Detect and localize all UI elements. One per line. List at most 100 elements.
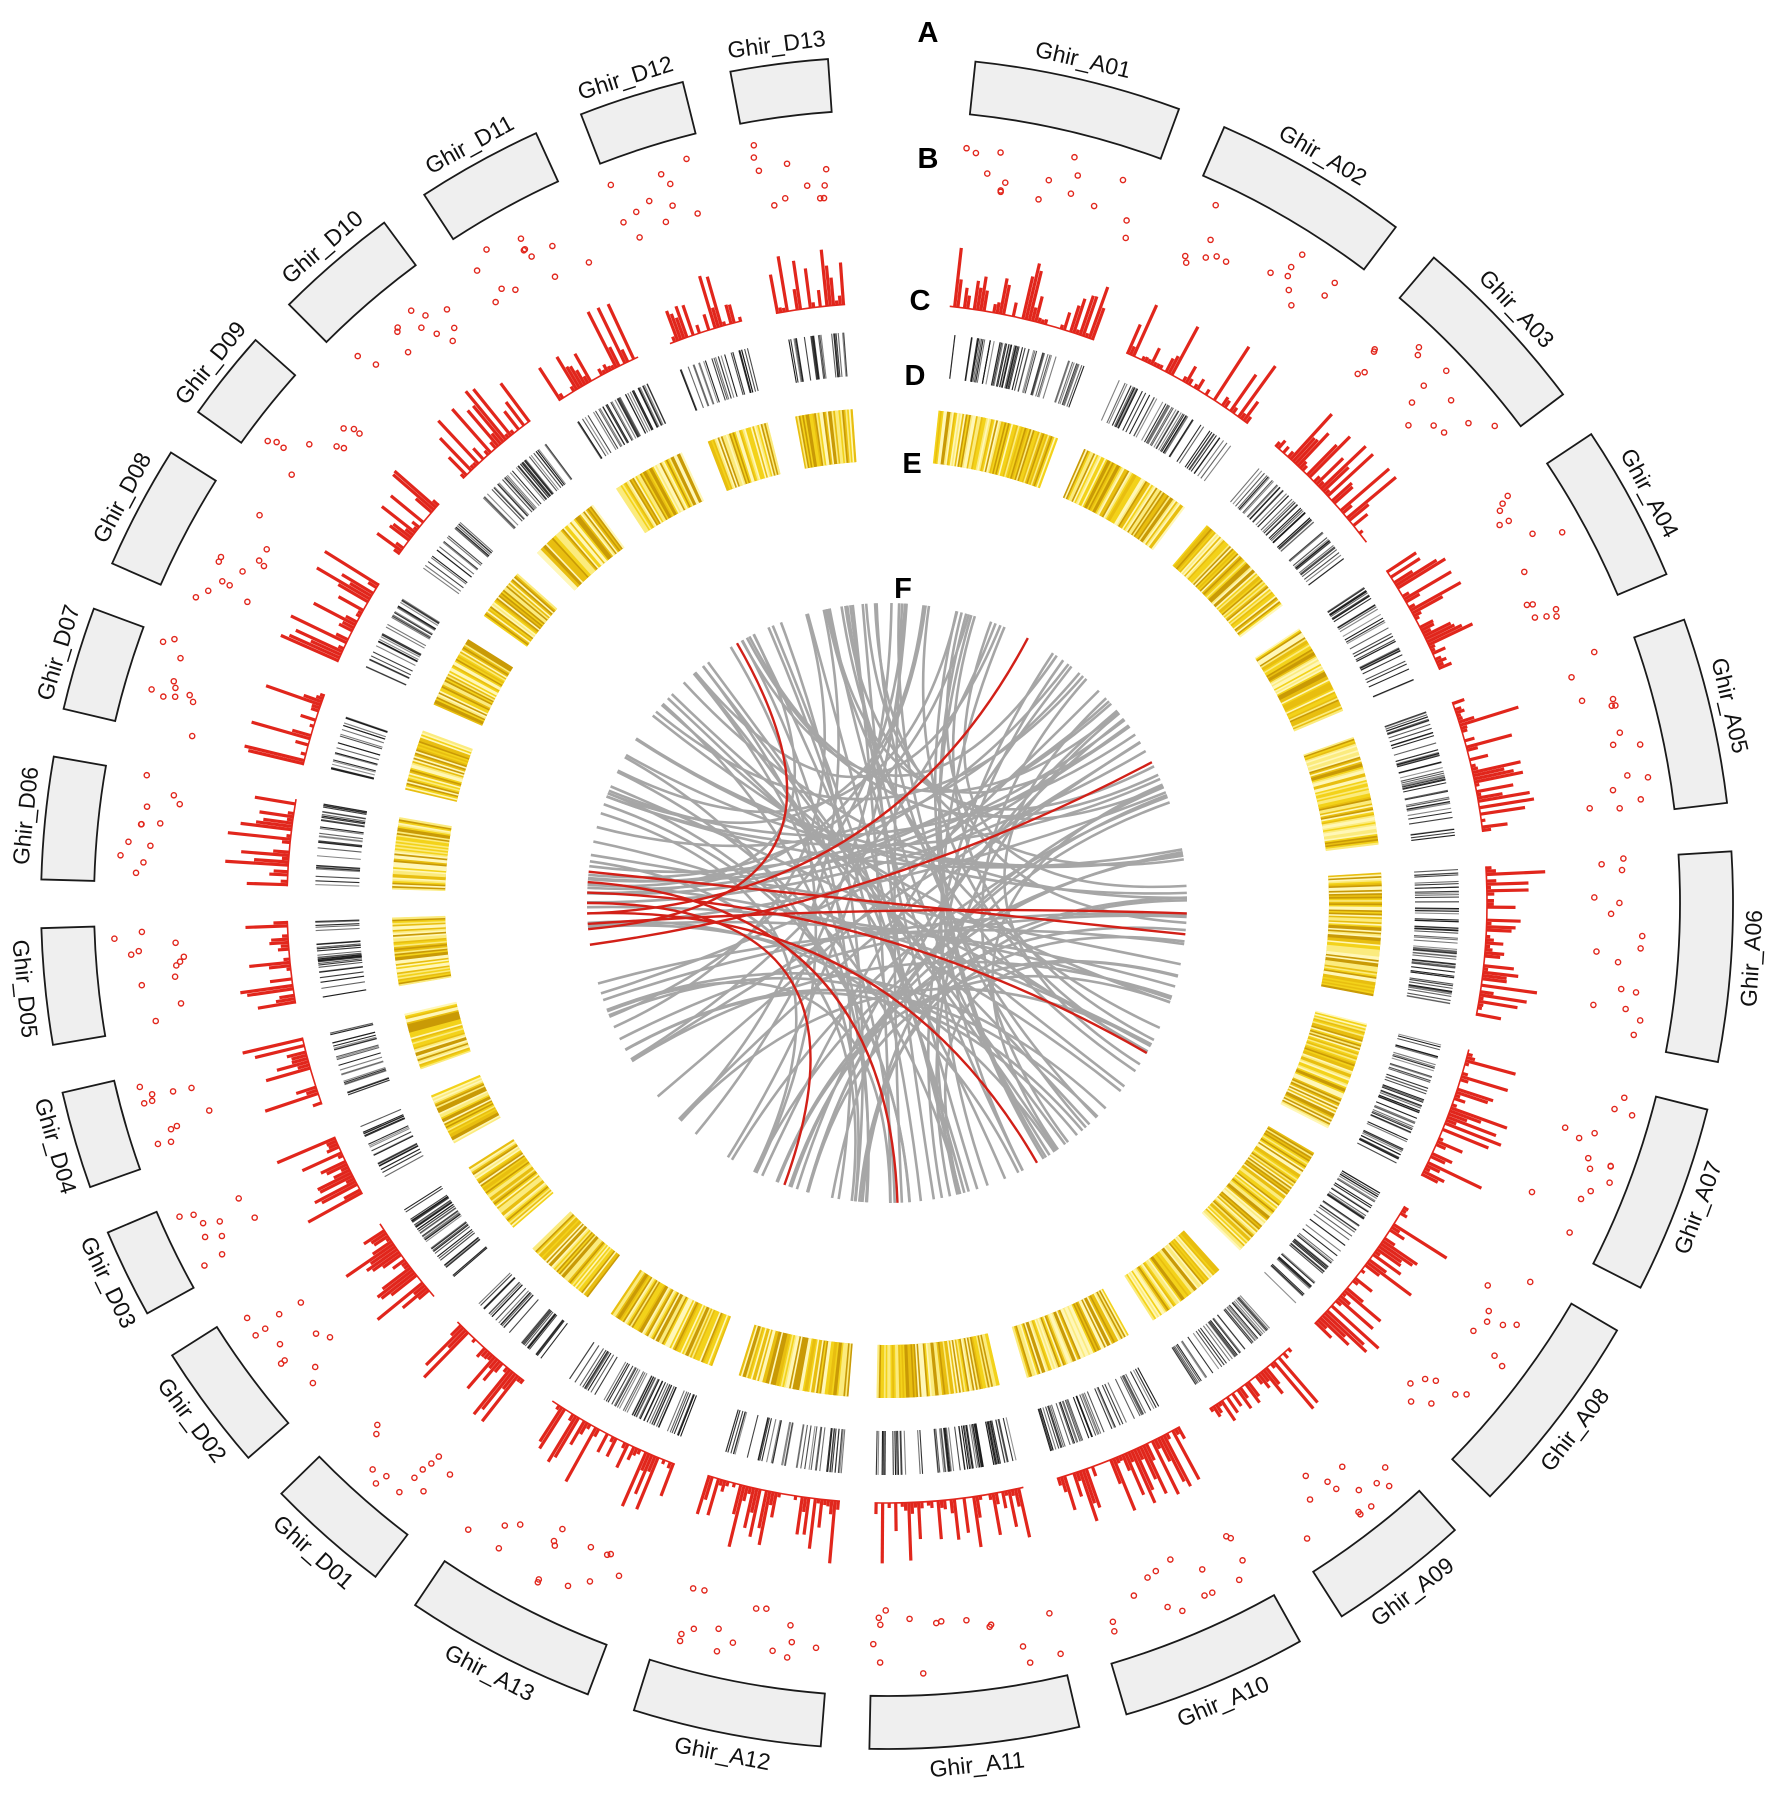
heatmap-stripe	[1265, 647, 1313, 677]
snp-point	[821, 182, 828, 189]
gene-density-tick	[343, 722, 387, 738]
gene-density-tick	[368, 1125, 409, 1145]
histogram-bar	[355, 612, 361, 618]
heatmap-stripe	[844, 1343, 852, 1397]
gene-density-tick	[1086, 1391, 1105, 1433]
histogram-bar	[283, 957, 290, 962]
heatmap-stripe	[1147, 1258, 1181, 1303]
heatmap-stripe	[477, 1150, 523, 1183]
gene-density-tick	[577, 421, 602, 460]
histogram-bar	[264, 1091, 319, 1113]
heatmap-stripe	[949, 413, 960, 466]
histogram-bar	[437, 419, 480, 465]
heatmap-stripe	[409, 768, 462, 786]
heatmap-stripe	[967, 416, 980, 469]
heatmap-stripe	[415, 750, 467, 769]
heatmap-stripe	[632, 477, 662, 525]
heatmap-stripe	[1027, 1321, 1048, 1373]
gene-density-tick	[973, 1423, 982, 1468]
histogram-bar	[586, 311, 618, 369]
heatmap-stripe	[978, 418, 992, 472]
heatmap-stripe	[995, 423, 1011, 475]
gene-density-tick	[974, 1423, 984, 1468]
snp-point	[997, 149, 1004, 156]
histogram-bar	[1434, 655, 1442, 661]
snp-point	[171, 635, 178, 643]
histogram-bar	[737, 316, 743, 322]
gene-density-tick	[380, 1148, 421, 1171]
heatmap-stripe	[1324, 963, 1378, 973]
heatmap-stripe	[935, 1342, 944, 1395]
heatmap-stripe	[710, 439, 732, 490]
snp-point	[1630, 1031, 1638, 1039]
gene-density-tick	[524, 1311, 554, 1347]
heatmap-stripe	[1266, 1127, 1314, 1157]
heatmap-stripe	[392, 882, 446, 887]
heatmap-stripe	[1033, 1319, 1054, 1370]
snp-point	[1123, 217, 1130, 224]
heatmap-stripe	[1264, 645, 1312, 676]
histogram-bar	[280, 944, 289, 948]
snp-point	[1179, 1607, 1186, 1615]
heatmap-stripe	[1125, 1273, 1157, 1320]
heatmap-stripe	[954, 413, 965, 467]
gene-density-tick	[1413, 936, 1458, 941]
heatmap-stripe	[706, 1314, 729, 1365]
gene-density-tick	[796, 1424, 805, 1468]
gene-density-tick	[969, 1424, 978, 1469]
heatmap-stripe	[665, 459, 692, 508]
heatmap-stripe	[1228, 1181, 1272, 1217]
heatmap-stripe	[433, 1080, 484, 1104]
heatmap-stripe	[1306, 748, 1358, 767]
histogram-bar	[836, 1500, 840, 1510]
histogram-bar	[240, 821, 292, 832]
gene-density-tick	[1412, 951, 1457, 957]
heatmap-stripe	[623, 1277, 654, 1324]
gene-density-tick	[788, 339, 797, 383]
histogram-bar	[328, 1142, 339, 1150]
gene-density-tick	[590, 1354, 615, 1393]
gene-density-tick	[1298, 544, 1334, 574]
heatmap-stripe	[1046, 1314, 1069, 1365]
synteny-link	[606, 981, 892, 1203]
gene-density-tick	[1395, 749, 1439, 763]
gene-density-tick	[843, 332, 848, 377]
gene-density-tick	[333, 759, 376, 772]
heatmap-stripe	[508, 1187, 551, 1224]
heatmap-stripe	[442, 683, 491, 710]
snp-point	[1611, 1105, 1618, 1113]
heatmap-stripe	[981, 1334, 995, 1387]
gene-density-tick	[423, 1212, 460, 1239]
heatmap-stripe	[1172, 525, 1209, 567]
gene-density-tick	[319, 832, 363, 840]
heatmap-stripe	[647, 468, 675, 517]
histogram-bar	[475, 1347, 486, 1358]
histogram-bar	[326, 1145, 340, 1154]
histogram-bar	[1174, 1428, 1180, 1436]
histogram-bar	[1324, 488, 1331, 495]
heatmap-stripe	[416, 1039, 468, 1058]
heatmap-stripe	[1325, 842, 1379, 852]
snp-point	[788, 1638, 796, 1646]
gene-density-tick	[364, 1117, 405, 1137]
gene-density-tick	[384, 1155, 424, 1178]
histogram-bar	[1072, 298, 1087, 334]
histogram-bar	[286, 1050, 307, 1059]
heatmap-stripe	[1182, 1230, 1220, 1272]
histogram-bar	[310, 639, 342, 657]
gene-density-tick	[540, 1322, 568, 1359]
gene-density-tick	[1233, 1300, 1264, 1335]
gene-density-tick	[377, 641, 418, 663]
heatmap-stripe	[1260, 638, 1307, 669]
gene-density-tick	[1187, 1336, 1214, 1374]
snp-point	[1381, 1464, 1389, 1471]
histogram-bar	[1459, 1078, 1469, 1084]
gene-density-tick	[653, 1384, 673, 1426]
heatmap-stripe	[1015, 429, 1034, 481]
heatmap-stripe	[395, 954, 449, 963]
snp-point	[1152, 1567, 1160, 1575]
heatmap-stripe	[396, 835, 450, 846]
snp-point	[177, 1000, 185, 1007]
histogram-bar	[636, 1449, 642, 1455]
gene-density-tick	[1412, 949, 1457, 955]
